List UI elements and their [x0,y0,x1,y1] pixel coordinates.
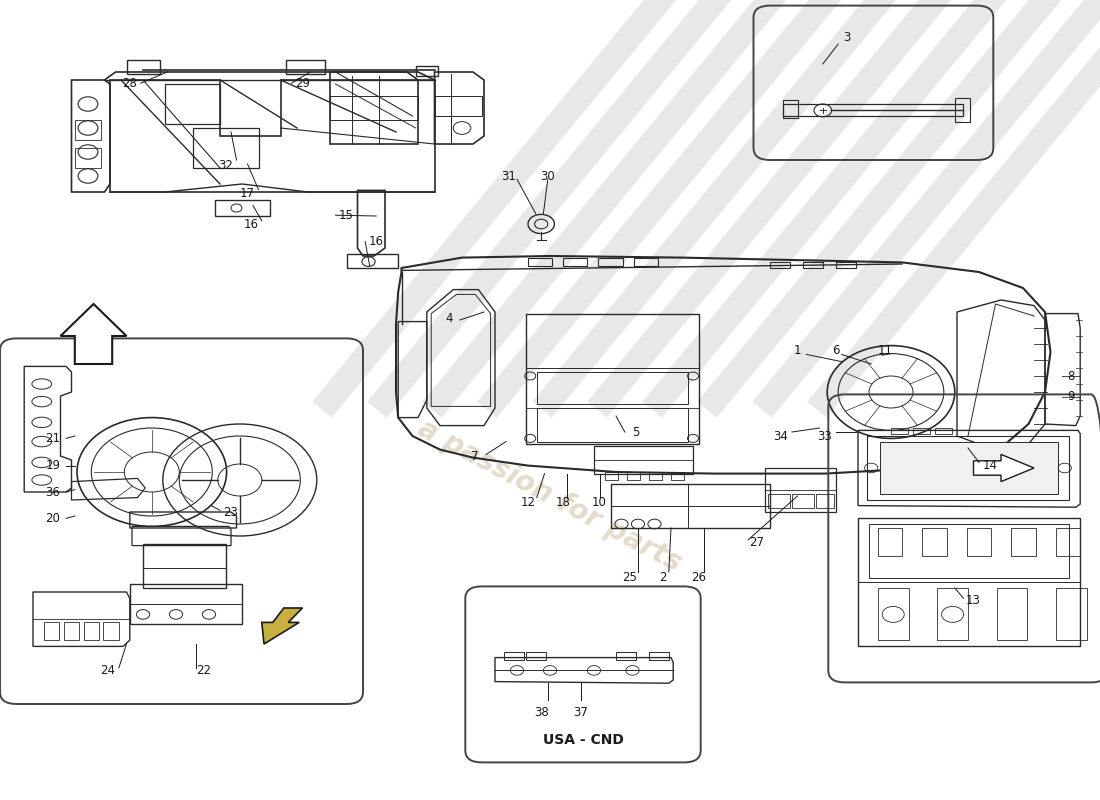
Text: 22: 22 [196,664,211,677]
Text: 8: 8 [1067,370,1075,382]
Text: 16: 16 [243,218,258,230]
Text: 20: 20 [45,512,60,525]
Text: 5: 5 [632,426,639,438]
Text: 29: 29 [295,77,310,90]
Text: 17: 17 [240,187,255,200]
Text: 34: 34 [773,430,789,442]
Text: 37: 37 [573,706,588,718]
Text: 24: 24 [100,664,116,677]
Text: 30: 30 [540,170,556,182]
Polygon shape [880,442,1058,494]
Text: 38: 38 [534,706,549,718]
Text: 4: 4 [446,312,452,325]
Text: 28: 28 [122,77,138,90]
Text: 2: 2 [660,571,667,584]
Text: 6: 6 [833,344,839,357]
Text: 15: 15 [339,209,354,222]
Text: 18: 18 [556,496,571,509]
Text: 14: 14 [982,459,998,472]
Text: 1: 1 [794,344,801,357]
Polygon shape [262,608,303,644]
Polygon shape [974,454,1034,482]
Text: 36: 36 [45,486,60,498]
Text: 9: 9 [1067,390,1075,403]
Text: 19: 19 [45,459,60,472]
Polygon shape [60,304,126,364]
Text: 16: 16 [368,235,384,248]
Text: 12: 12 [520,496,536,509]
Text: 33: 33 [817,430,833,442]
Text: 32: 32 [218,159,233,172]
Text: 3: 3 [844,31,850,44]
Text: a passion for parts: a passion for parts [414,414,686,578]
Text: USA - CND: USA - CND [542,733,624,747]
Text: 7: 7 [472,450,478,462]
Text: 27: 27 [749,536,764,549]
Text: 21: 21 [45,432,60,445]
Text: 26: 26 [691,571,706,584]
Text: 10: 10 [592,496,607,509]
Text: 25: 25 [621,571,637,584]
Text: 31: 31 [500,170,516,182]
Text: 23: 23 [223,506,239,518]
Text: 11: 11 [878,344,893,357]
Text: 13: 13 [966,594,981,606]
